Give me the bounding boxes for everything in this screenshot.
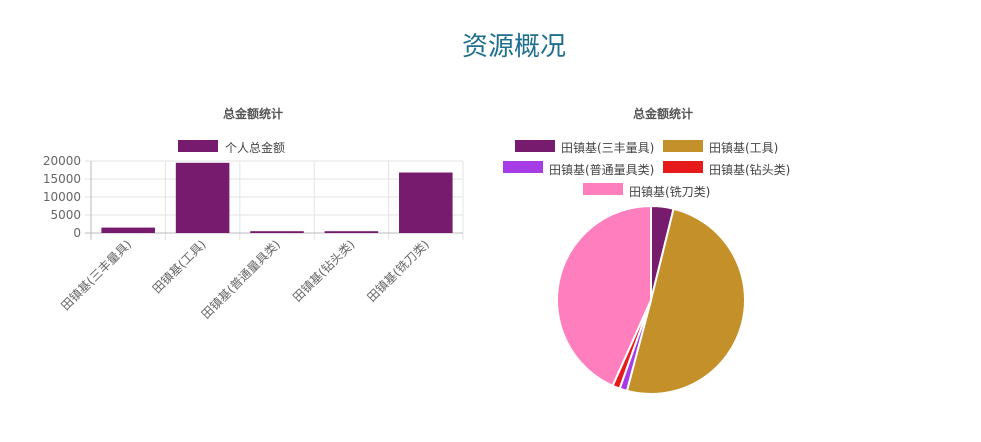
bar-y-tick-label: 10000: [43, 190, 81, 204]
pie-slice-2[interactable]: [618, 299, 652, 393]
bar-y-tick-label: 20000: [43, 154, 81, 168]
bar-x-tick-label: 田镇基(铣刀类): [364, 237, 431, 304]
pie-slice-1[interactable]: [625, 207, 746, 396]
bar-y-tick-label: 15000: [43, 172, 81, 186]
pie-legend-label-1[interactable]: 田镇基(工具): [709, 141, 779, 155]
pie-legend-swatch-4[interactable]: [583, 183, 623, 195]
bar-legend-swatch[interactable]: [178, 140, 218, 152]
pie-legend-swatch-0[interactable]: [515, 140, 555, 152]
pie-legend-label-3[interactable]: 田镇基(钻头类): [709, 163, 791, 177]
pie-chart-title: 总金额统计: [632, 107, 693, 121]
pie-legend-label-0[interactable]: 田镇基(三丰量具): [561, 141, 655, 155]
bar-x-tick-label: 田镇基(三丰量具): [58, 237, 134, 313]
bar-2[interactable]: [250, 231, 304, 233]
pie-legend-swatch-1[interactable]: [663, 140, 703, 152]
bar-y-tick-label: 0: [73, 226, 81, 240]
bar-0[interactable]: [101, 227, 155, 233]
pie-slice-3[interactable]: [611, 299, 652, 390]
bar-y-tick-label: 5000: [50, 208, 81, 222]
bar-legend-label[interactable]: 个人总金额: [225, 141, 286, 155]
pie-slice-4[interactable]: [556, 204, 652, 388]
bar-x-tick-label: 田镇基(普通量具类): [199, 237, 283, 321]
bar-x-tick-label: 田镇基(工具): [150, 237, 209, 296]
bar-3[interactable]: [324, 231, 379, 233]
bar-1[interactable]: [175, 162, 230, 233]
pie-legend-label-4[interactable]: 田镇基(铣刀类): [629, 185, 711, 199]
pie-slice-0[interactable]: [650, 204, 675, 301]
bar-4[interactable]: [399, 172, 453, 233]
page-title: 资源概况: [461, 32, 566, 62]
pie-legend-label-2[interactable]: 田镇基(普通量具类): [549, 163, 655, 177]
bar-chart-title: 总金额统计: [222, 107, 283, 121]
pie-legend-swatch-3[interactable]: [663, 161, 703, 173]
bar-x-tick-label: 田镇基(钻头类): [289, 237, 357, 305]
pie-legend-swatch-2[interactable]: [503, 161, 543, 173]
